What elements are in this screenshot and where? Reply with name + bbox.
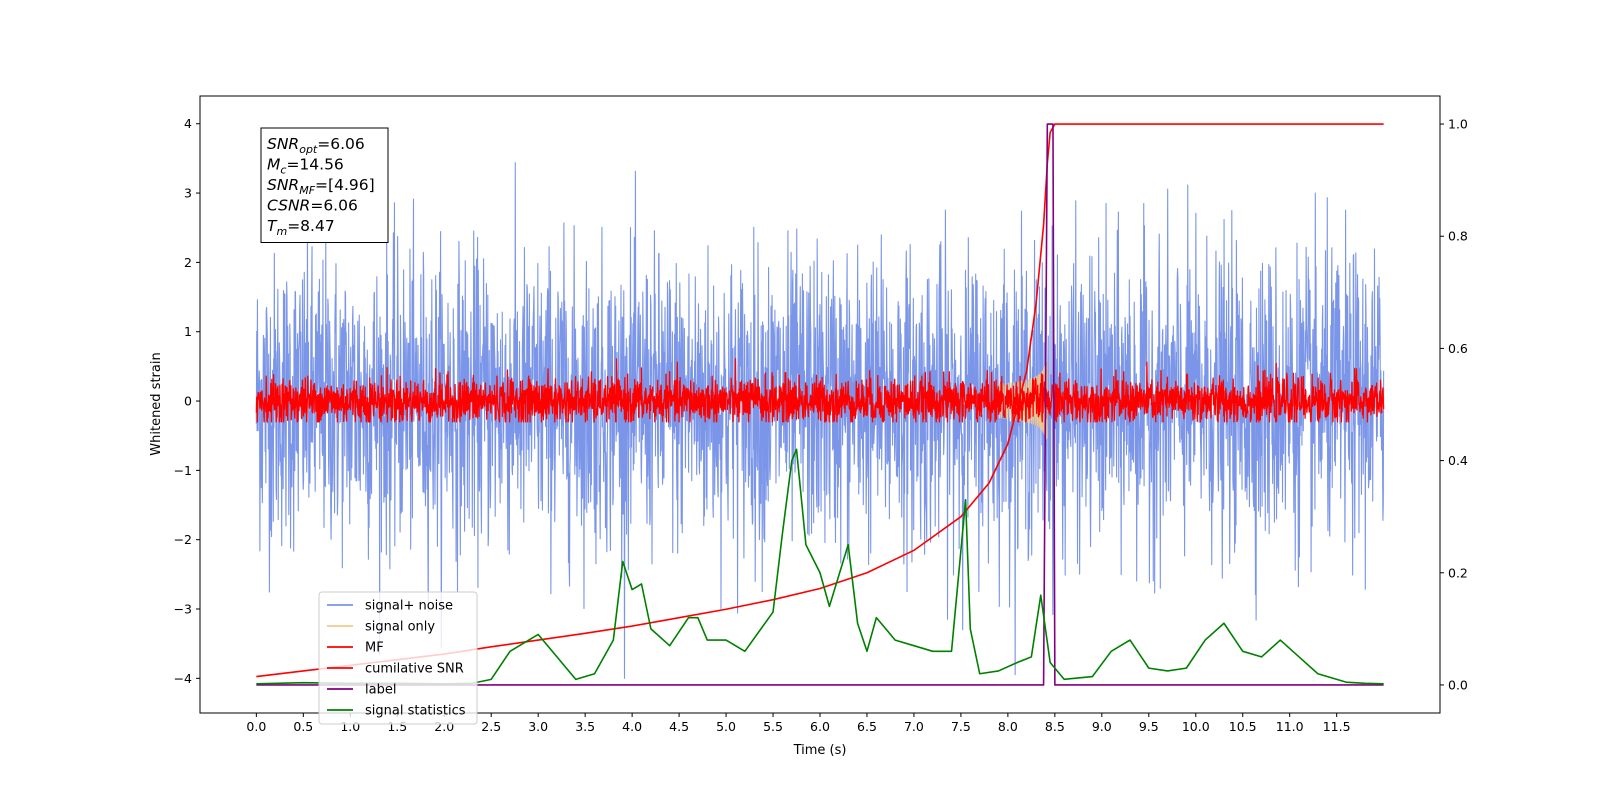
info-box-line: CSNR=6.06 — [267, 197, 358, 215]
legend-label: label — [365, 683, 396, 698]
y2-tick-label: 0.0 — [1448, 677, 1468, 692]
x-tick-label: 5.5 — [763, 719, 783, 734]
y2-tick-label: 0.4 — [1448, 453, 1468, 468]
y-tick-label: 2 — [184, 255, 192, 270]
y-tick-label: −2 — [174, 532, 192, 547]
y-tick-label: 0 — [184, 394, 192, 409]
y2-tick-label: 0.2 — [1448, 565, 1468, 580]
x-tick-label: 9.5 — [1139, 719, 1159, 734]
x-tick-label: 4.5 — [669, 719, 689, 734]
y2-tick-label: 0.8 — [1448, 229, 1468, 244]
info-box: SNRopt=6.06Mc=14.56SNRMF=[4.96]CSNR=6.06… — [260, 127, 389, 243]
series-mf — [255, 358, 1385, 423]
x-tick-label: 0.5 — [293, 719, 313, 734]
y-tick-label: 4 — [184, 116, 192, 131]
x-tick-label: 11.0 — [1276, 719, 1304, 734]
series-signal-statistics — [256, 448, 1384, 685]
legend-frame — [318, 591, 478, 725]
x-tick-label: 7.5 — [951, 719, 971, 734]
y-axis-left: 4 3 2 1 0 −1 −2 −3 −4 — [174, 116, 200, 686]
x-tick-label: 11.5 — [1323, 719, 1351, 734]
legend: signal+ noise signal only MF cumilative SNR… — [318, 591, 478, 725]
legend-label: signal+ noise — [365, 599, 453, 614]
x-tick-label: 9.0 — [1092, 719, 1112, 734]
x-tick-label: 3.0 — [528, 719, 548, 734]
y-tick-label: 3 — [184, 186, 192, 201]
x-axis: 0.0 0.5 1.0 1.5 2.0 2.5 3.0 3.5 4.0 4.5 5.0 5.5 6.0 6… — [246, 713, 1351, 734]
legend-label: MF — [365, 641, 384, 656]
legend-label: signal statistics — [365, 704, 466, 719]
legend-label: signal only — [365, 620, 435, 635]
x-tick-label: 5.0 — [716, 719, 736, 734]
x-tick-label: 7.0 — [904, 719, 924, 734]
info-box-line: Mc=14.56 — [267, 156, 344, 177]
x-tick-label: 2.5 — [481, 719, 501, 734]
x-axis-label: Time (s) — [793, 743, 847, 758]
y-tick-label: −1 — [174, 463, 192, 478]
y-tick-label: −3 — [174, 602, 192, 617]
y2-tick-label: 0.6 — [1448, 341, 1468, 356]
x-tick-label: 6.5 — [857, 719, 877, 734]
legend-label: cumilative SNR — [365, 662, 464, 677]
y-axis-right: 1.0 0.8 0.6 0.4 0.2 0.0 — [1440, 117, 1468, 692]
x-tick-label: 6.0 — [810, 719, 830, 734]
x-tick-label: 0.0 — [246, 719, 266, 734]
info-box-line: Tm=8.47 — [267, 217, 335, 238]
series-signal-noise — [255, 162, 1385, 679]
x-tick-label: 8.5 — [1045, 719, 1065, 734]
x-tick-label: 8.0 — [998, 719, 1018, 734]
x-tick-label: 3.5 — [575, 719, 595, 734]
info-box-line: SNRMF=[4.96] — [267, 176, 375, 197]
info-box-line: SNRopt=6.06 — [267, 135, 365, 156]
y2-tick-label: 1.0 — [1448, 117, 1468, 132]
info-box-frame — [260, 127, 389, 243]
x-tick-label: 4.0 — [622, 719, 642, 734]
x-tick-label: 10.0 — [1182, 719, 1210, 734]
y-axis-label: Whitened strain — [149, 352, 164, 455]
series-label — [256, 123, 1384, 686]
y-tick-label: −4 — [174, 671, 192, 686]
y-tick-label: 1 — [184, 324, 192, 339]
x-tick-label: 10.5 — [1229, 719, 1257, 734]
